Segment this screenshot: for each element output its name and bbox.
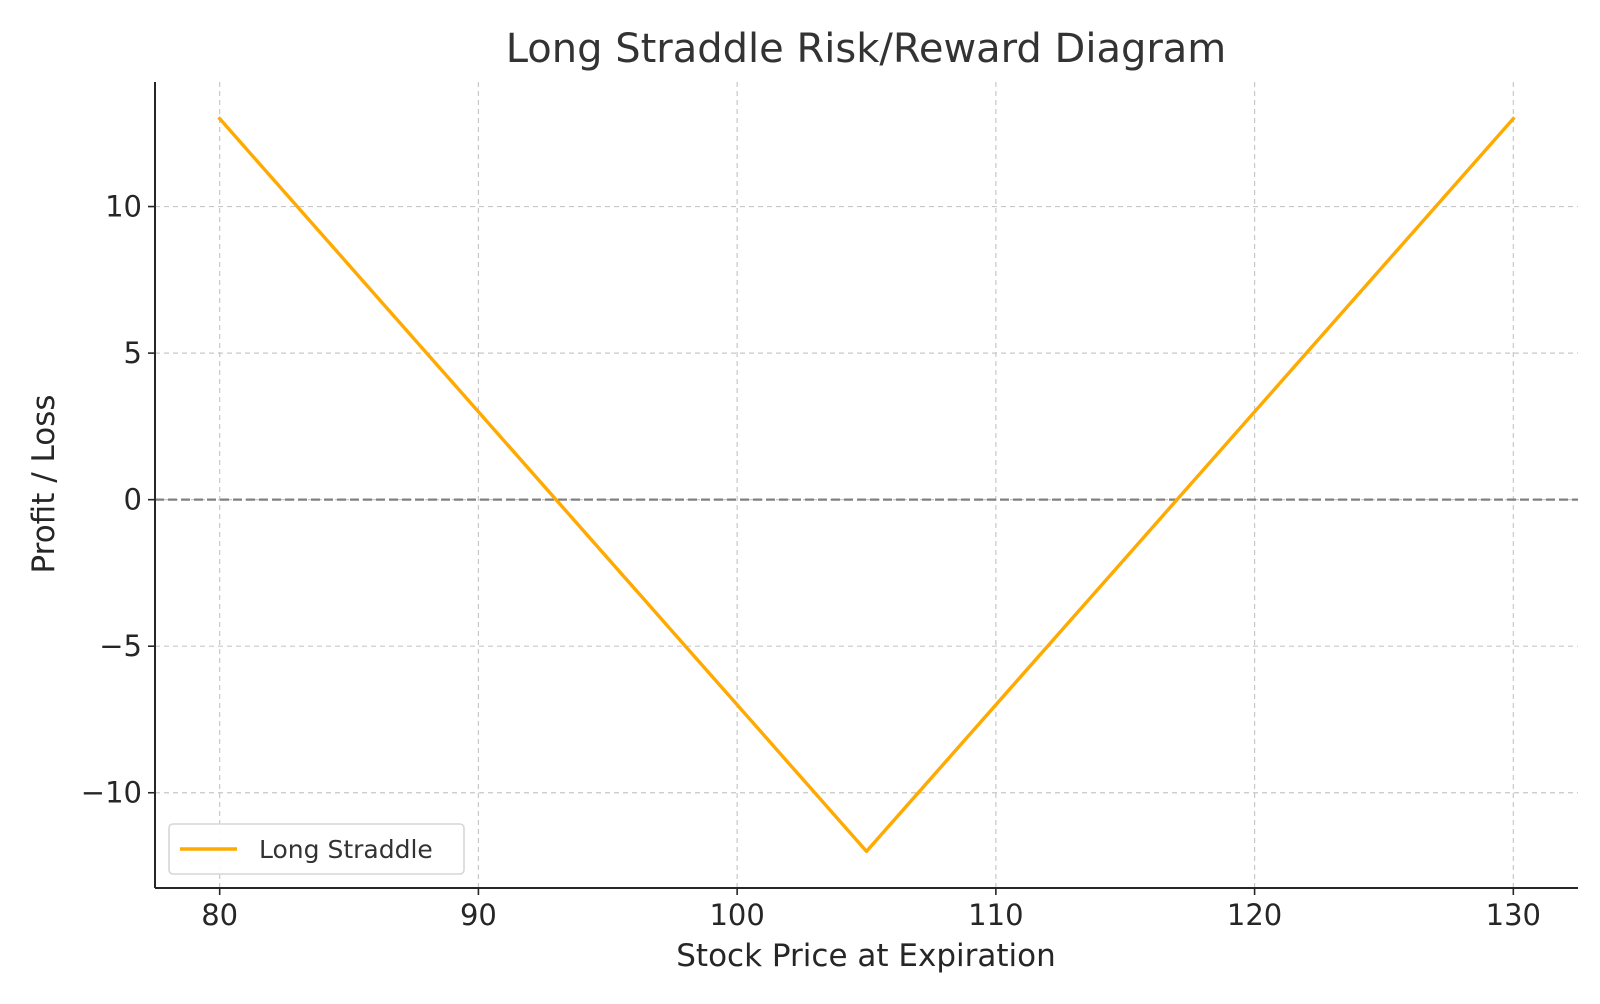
legend: Long Straddle (168, 823, 465, 875)
series-line-long-straddle (217, 116, 1516, 854)
y-tick-label: 5 (124, 336, 142, 370)
y-tick-label: −5 (99, 629, 142, 663)
x-tick-label: 130 (1486, 898, 1541, 932)
ticks-layer: 80 90 100 110 120 130 −10 −5 0 5 10 (81, 190, 1541, 932)
grid-layer (155, 82, 1578, 888)
x-axis-label: Stock Price at Expiration (676, 938, 1055, 974)
x-tick-label: 80 (201, 898, 238, 932)
legend-label-long-straddle: Long Straddle (259, 835, 433, 864)
y-axis-label: Profit / Loss (26, 394, 62, 573)
axes-layer (154, 82, 1578, 889)
series-layer (217, 116, 1516, 854)
x-tick-label: 120 (1227, 898, 1282, 932)
x-tick-label: 110 (968, 898, 1023, 932)
y-tick-label: 10 (105, 190, 142, 224)
y-tick-label: −10 (81, 776, 142, 810)
legend-box (168, 823, 465, 875)
x-tick-label: 90 (460, 898, 497, 932)
chart-title: Long Straddle Risk/Reward Diagram (506, 26, 1227, 72)
x-tick-label: 100 (709, 898, 764, 932)
y-tick-label: 0 (124, 483, 142, 517)
